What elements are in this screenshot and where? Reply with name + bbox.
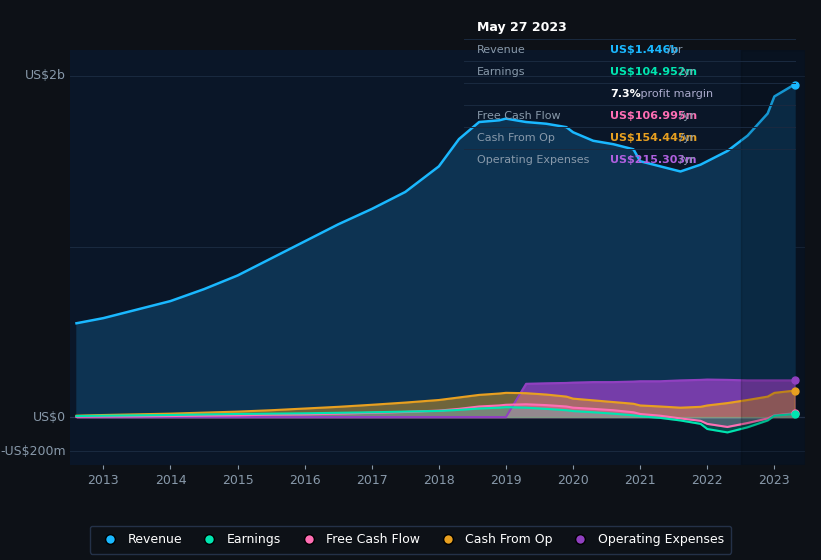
Text: Free Cash Flow: Free Cash Flow [477,111,561,121]
Text: /yr: /yr [676,155,695,165]
Text: US$0: US$0 [33,410,67,423]
Legend: Revenue, Earnings, Free Cash Flow, Cash From Op, Operating Expenses: Revenue, Earnings, Free Cash Flow, Cash … [89,526,732,554]
Text: /yr: /yr [676,133,695,143]
Text: US$1.446b: US$1.446b [610,45,678,55]
Text: US$106.995m: US$106.995m [610,111,697,121]
Text: Operating Expenses: Operating Expenses [477,155,589,165]
Text: /yr: /yr [676,111,695,121]
Text: Cash From Op: Cash From Op [477,133,555,143]
Text: US$104.952m: US$104.952m [610,67,697,77]
Text: /yr: /yr [676,67,695,77]
Text: US$215.303m: US$215.303m [610,155,697,165]
Text: -US$200m: -US$200m [1,445,67,458]
Text: /yr: /yr [664,45,682,55]
Text: 7.3%: 7.3% [610,89,641,99]
Text: profit margin: profit margin [637,89,713,99]
Text: Revenue: Revenue [477,45,526,55]
Bar [741,50,805,465]
Text: US$154.445m: US$154.445m [610,133,697,143]
Text: US$2b: US$2b [25,69,67,82]
Text: May 27 2023: May 27 2023 [477,21,567,34]
Text: Earnings: Earnings [477,67,525,77]
